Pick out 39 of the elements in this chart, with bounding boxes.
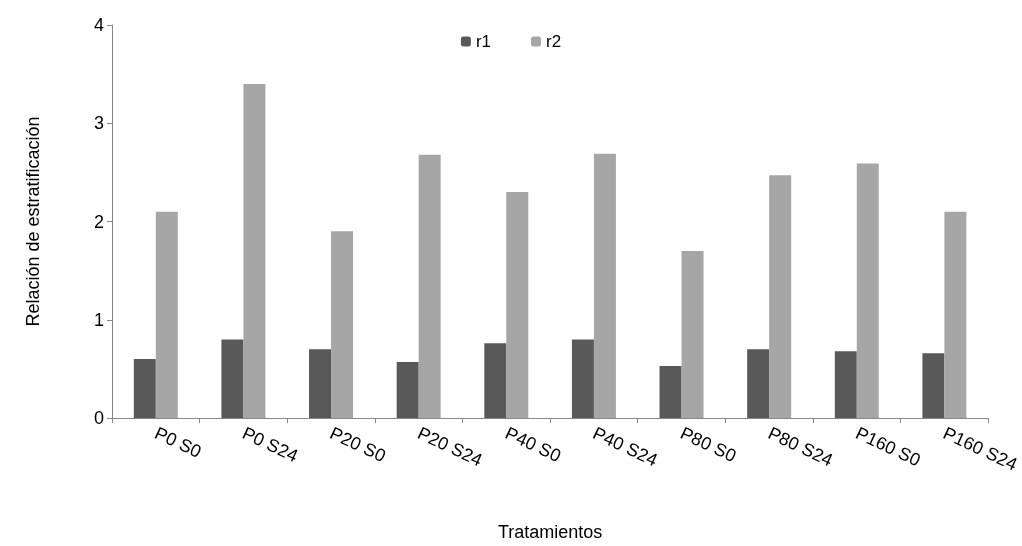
bar: [243, 83, 266, 418]
bar: [944, 211, 967, 418]
bar: [309, 349, 332, 418]
bar: [133, 359, 156, 418]
bar: [856, 163, 879, 418]
bar: [769, 175, 792, 418]
bar: [681, 250, 704, 418]
bar: [418, 154, 441, 418]
bar: [593, 153, 616, 418]
x-tick-label: P80 S0: [677, 422, 740, 467]
x-tick-label: P160 S24: [940, 422, 1021, 475]
y-tick-label: 3: [93, 113, 104, 134]
x-tick-label: P40 S0: [502, 422, 564, 467]
bar: [484, 343, 507, 418]
y-tick-label: 4: [93, 15, 104, 35]
y-tick-label: 0: [93, 408, 104, 428]
legend-label: r2: [546, 32, 562, 51]
y-axis-title: Relación de estratificación: [23, 116, 43, 327]
x-tick-label: P40 S24: [589, 422, 661, 471]
y-tick-label: 2: [93, 211, 104, 232]
x-tick-label: P0 S0: [151, 422, 205, 462]
y-tick-label: 1: [93, 309, 104, 330]
bar: [922, 353, 945, 418]
bar: [834, 351, 857, 418]
bar: [221, 339, 244, 418]
bar: [506, 192, 529, 418]
bar: [396, 362, 419, 418]
x-axis-title: Tratamientos: [497, 522, 603, 542]
x-tick-label: P20 S0: [326, 422, 389, 467]
x-tick-label: P80 S24: [764, 422, 836, 471]
x-tick-label: P0 S24: [239, 422, 302, 467]
x-tick-label: P20 S24: [414, 422, 486, 471]
legend-label: r1: [475, 32, 492, 51]
bar: [659, 365, 682, 418]
bar: [571, 339, 594, 418]
bar: [331, 231, 354, 418]
x-tick-label: P160 S0: [852, 422, 924, 471]
bar: [155, 211, 178, 418]
bar: [747, 349, 770, 418]
